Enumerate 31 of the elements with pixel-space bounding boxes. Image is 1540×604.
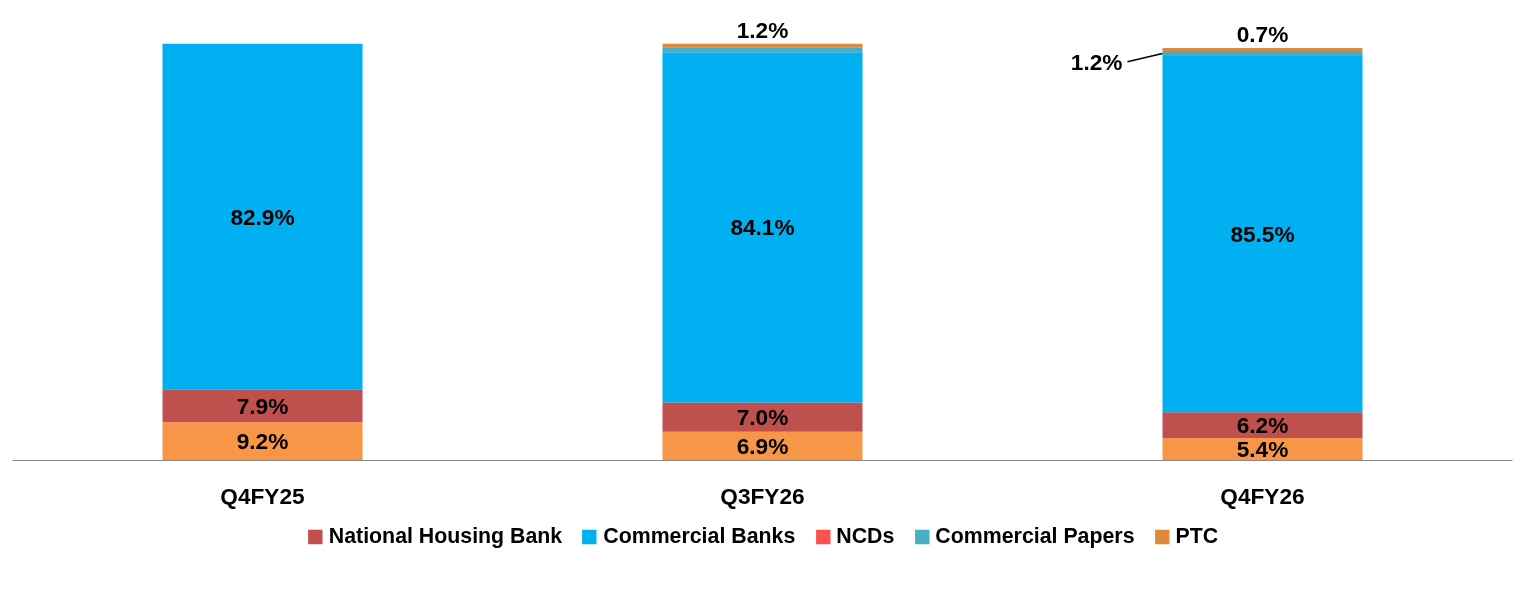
bar: [662, 47, 863, 53]
bar: [662, 43, 863, 48]
data-label: 6.2%: [1236, 412, 1289, 439]
data-label: 85.5%: [1230, 221, 1295, 248]
data-label: 1.2%: [1070, 48, 1123, 75]
bar: [162, 422, 363, 461]
legend-label: Commercial Papers: [935, 523, 1135, 549]
legend-label: Commercial Banks: [603, 523, 796, 549]
bar: [1162, 55, 1363, 413]
x-tick-label: Q4FY26: [1220, 482, 1305, 509]
bar: [1162, 50, 1363, 56]
bar: [1162, 412, 1363, 438]
bar: [1162, 48, 1363, 51]
data-label: 7.9%: [236, 392, 289, 419]
legend-label: PTC: [1175, 523, 1219, 549]
data-label: 9.2%: [236, 428, 289, 455]
legend-label: National Housing Bank: [328, 523, 563, 549]
data-label: 1.2%: [736, 16, 789, 43]
x-tick-label: Q4FY25: [220, 482, 305, 509]
bar: [662, 402, 863, 432]
legend-label: NCDs: [836, 523, 895, 549]
data-label: 5.4%: [1236, 436, 1289, 463]
bar: [662, 52, 863, 403]
data-label: 84.1%: [730, 214, 795, 241]
bar: [162, 43, 363, 390]
data-label: 82.9%: [230, 203, 295, 230]
data-label: 6.9%: [736, 433, 789, 460]
data-label: 7.0%: [736, 404, 789, 431]
bar: [162, 389, 363, 423]
data-label: 0.7%: [1236, 20, 1289, 47]
x-tick-label: Q3FY26: [720, 482, 805, 509]
